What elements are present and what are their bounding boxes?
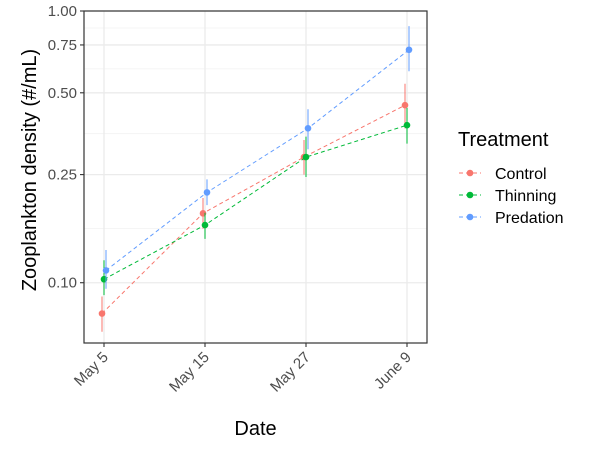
y-axis-title: Zooplankton density (#/mL) [19, 49, 41, 291]
legend-label: Control [495, 166, 547, 183]
data-point [304, 125, 312, 132]
series-layer [98, 26, 413, 332]
legend-key-point [466, 191, 474, 199]
x-axis-title: Date [234, 418, 276, 440]
data-point [203, 189, 211, 196]
panel-border [83, 10, 428, 344]
data-point [302, 153, 310, 161]
legend-label: Thinning [495, 188, 556, 205]
legend-title: Treatment [458, 129, 549, 151]
legend: Treatment Control Thinning Predation [458, 129, 564, 227]
series-line [101, 104, 406, 314]
y-tick-label: 0.50 [48, 85, 77, 102]
series-line [105, 49, 410, 271]
data-point [405, 46, 413, 54]
legend-item-thinning: Thinning [459, 188, 556, 205]
legend-label: Predation [495, 210, 564, 227]
legend-key-point [466, 169, 474, 177]
legend-item-predation: Predation [459, 210, 564, 227]
y-tick-label: 0.10 [48, 275, 77, 292]
series-line [103, 124, 408, 280]
y-tick-label: 0.25 [48, 167, 77, 184]
legend-key-point [466, 213, 474, 221]
data-point [98, 310, 106, 317]
data-point [201, 221, 209, 229]
data-point [401, 101, 409, 109]
data-point [403, 121, 411, 129]
series-predation [102, 26, 413, 289]
y-tick-label: 1.00 [48, 3, 77, 20]
legend-item-control: Control [459, 166, 547, 183]
y-tick-label: 0.75 [48, 37, 77, 54]
data-point [102, 267, 110, 274]
